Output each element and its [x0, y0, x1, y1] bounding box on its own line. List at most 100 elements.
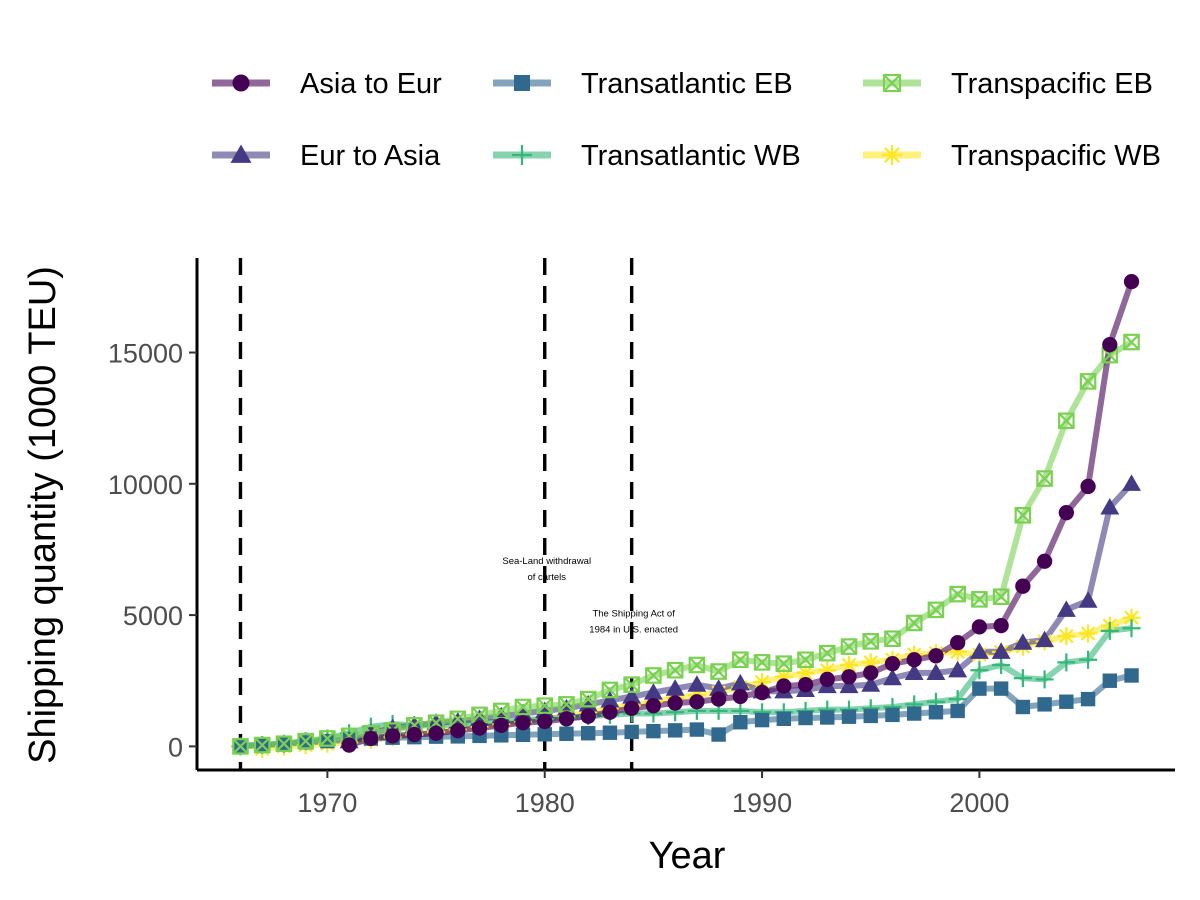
data-point	[341, 737, 357, 753]
data-point	[1100, 497, 1120, 515]
data-point	[689, 722, 705, 737]
data-point	[1059, 694, 1074, 709]
data-point	[818, 661, 837, 680]
data-point	[581, 726, 596, 741]
series-lines	[240, 280, 1135, 752]
legend-marker	[514, 75, 530, 91]
data-point	[1057, 653, 1076, 672]
data-point	[1037, 697, 1052, 712]
data-point	[861, 675, 881, 692]
y-tick-label: 15000	[108, 339, 183, 369]
data-point	[515, 727, 531, 743]
data-point	[1080, 691, 1096, 707]
data-point	[1123, 273, 1140, 290]
annotations: Sea-Land withdrawal of cartels The Shippin…	[502, 556, 678, 636]
data-point	[798, 710, 813, 726]
data-point	[711, 727, 726, 742]
data-point	[471, 720, 488, 736]
data-point	[297, 732, 314, 750]
vline-annotation: 1984 in U.S. enacted	[589, 624, 678, 635]
data-point	[1122, 619, 1141, 638]
y-tick-label: 10000	[108, 470, 183, 500]
data-point	[687, 675, 707, 692]
data-point	[623, 676, 640, 693]
data-point	[948, 642, 967, 661]
legend-item-eur-to-asia: Eur to Asia	[212, 140, 441, 172]
data-point	[515, 715, 531, 731]
data-point	[969, 642, 989, 659]
data-point	[665, 679, 685, 696]
data-point	[972, 681, 987, 696]
x-axis-title: Year	[649, 835, 726, 877]
data-point	[732, 688, 748, 705]
data-point	[841, 709, 857, 724]
data-point	[796, 663, 815, 682]
data-point	[840, 655, 858, 674]
legend-item-transatlantic-wb: Transatlantic WB	[493, 140, 801, 172]
data-point	[732, 651, 749, 669]
data-point	[928, 648, 944, 664]
data-point	[688, 656, 706, 674]
data-point	[1123, 333, 1140, 351]
data-point	[253, 736, 271, 754]
legend-label: Asia to Eur	[300, 68, 442, 100]
y-tick-label: 5000	[123, 601, 183, 631]
vlines	[238, 258, 634, 770]
vline-annotation: Sea-Land withdrawal	[502, 556, 591, 567]
legend-label: Transpacific EB	[951, 68, 1153, 100]
data-point	[601, 681, 619, 699]
legend-item-asia-to-eur: Asia to Eur	[212, 68, 442, 100]
legend-label: Eur to Asia	[300, 140, 441, 172]
data-point	[1013, 669, 1032, 688]
data-point	[275, 735, 293, 753]
data-point	[884, 656, 901, 672]
data-point	[689, 694, 705, 710]
data-point	[493, 717, 509, 734]
data-point	[1079, 650, 1098, 669]
data-point	[536, 697, 554, 714]
data-point	[992, 588, 1010, 606]
data-point	[1124, 668, 1139, 683]
data-point	[667, 695, 683, 711]
data-point	[558, 711, 575, 727]
x-tick-label: 1990	[732, 788, 792, 818]
data-point	[775, 655, 793, 672]
data-point	[754, 684, 770, 701]
legend-marker	[882, 73, 902, 93]
data-point	[928, 705, 944, 720]
plot-area: Sea-Land withdrawal of cartels The Shippin…	[231, 258, 1141, 770]
data-point	[319, 730, 336, 747]
data-point	[537, 713, 553, 730]
data-point	[906, 652, 922, 668]
data-point	[710, 663, 727, 680]
series-points	[231, 273, 1141, 758]
data-point	[645, 667, 662, 684]
data-point	[646, 723, 661, 739]
data-point	[754, 712, 770, 728]
data-point	[624, 700, 640, 716]
legend-item-transpacific-eb: Transpacific EB	[863, 68, 1153, 100]
data-point	[1058, 412, 1075, 430]
data-point	[970, 661, 989, 680]
data-point	[841, 669, 857, 685]
data-point	[645, 698, 662, 714]
data-point	[971, 591, 988, 608]
data-point	[905, 614, 923, 632]
data-point	[863, 708, 878, 724]
data-point	[1057, 627, 1076, 646]
data-point	[602, 725, 618, 740]
data-point	[863, 665, 879, 681]
data-point	[884, 630, 901, 648]
data-point	[559, 726, 574, 741]
data-point	[883, 668, 902, 686]
data-point	[1036, 553, 1053, 569]
data-point	[776, 678, 792, 694]
data-point	[406, 726, 422, 743]
vline-annotation: The Shipping Act of	[592, 608, 675, 619]
data-point	[1035, 670, 1054, 689]
data-point	[643, 683, 663, 700]
data-point	[232, 738, 249, 755]
data-point	[733, 715, 748, 730]
data-point	[950, 635, 966, 651]
data-point	[839, 676, 859, 694]
